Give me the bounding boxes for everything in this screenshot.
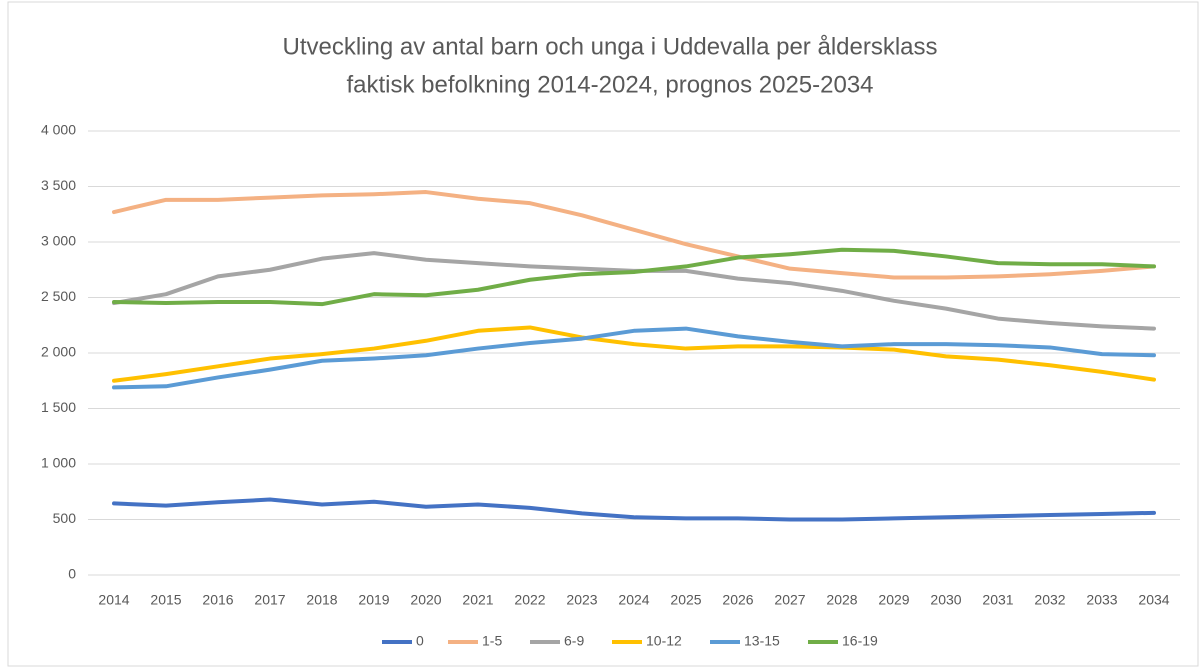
y-tick-label: 1 000 (41, 455, 76, 471)
series-line (112, 190, 1156, 280)
x-tick-label: 2023 (566, 592, 597, 608)
y-tick-label: 4 000 (41, 122, 76, 138)
x-tick-label: 2032 (1034, 592, 1065, 608)
x-tick-label: 2019 (358, 592, 389, 608)
legend-label: 10-12 (646, 633, 682, 649)
legend-label: 16-19 (842, 633, 878, 649)
series-line (112, 325, 1156, 383)
legend-label: 13-15 (744, 633, 780, 649)
x-tick-label: 2034 (1138, 592, 1169, 608)
y-tick-label: 1 500 (41, 399, 76, 415)
x-tick-label: 2028 (826, 592, 857, 608)
y-tick-label: 2 500 (41, 288, 76, 304)
x-tick-label: 2015 (150, 592, 181, 608)
x-tick-label: 2016 (202, 592, 233, 608)
legend-label: 0 (416, 633, 424, 649)
legend-label: 6-9 (564, 633, 584, 649)
x-tick-label: 2021 (462, 592, 493, 608)
y-tick-label: 0 (68, 566, 76, 582)
x-tick-label: 2031 (982, 592, 1013, 608)
x-tick-label: 2017 (254, 592, 285, 608)
series-line (112, 326, 1156, 390)
y-tick-label: 3 000 (41, 233, 76, 249)
chart-subtitle: faktisk befolkning 2014-2024, prognos 20… (346, 71, 873, 98)
x-tick-label: 2027 (774, 592, 805, 608)
x-tick-label: 2020 (410, 592, 441, 608)
legend-label: 1-5 (482, 633, 502, 649)
series-line (112, 497, 1156, 522)
x-tick-label: 2033 (1086, 592, 1117, 608)
chart-title: Utveckling av antal barn och unga i Udde… (282, 33, 937, 60)
x-tick-label: 2014 (98, 592, 129, 608)
x-tick-label: 2030 (930, 592, 961, 608)
x-tick-label: 2018 (306, 592, 337, 608)
x-tick-label: 2022 (514, 592, 545, 608)
x-tick-label: 2024 (618, 592, 649, 608)
y-tick-label: 2 000 (41, 344, 76, 360)
y-tick-label: 3 500 (41, 177, 76, 193)
y-tick-label: 500 (53, 510, 77, 526)
x-tick-label: 2029 (878, 592, 909, 608)
x-tick-label: 2026 (722, 592, 753, 608)
x-tick-label: 2025 (670, 592, 701, 608)
series-line (112, 247, 1156, 307)
